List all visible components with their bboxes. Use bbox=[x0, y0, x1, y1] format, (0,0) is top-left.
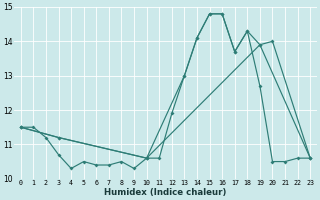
X-axis label: Humidex (Indice chaleur): Humidex (Indice chaleur) bbox=[104, 188, 227, 197]
